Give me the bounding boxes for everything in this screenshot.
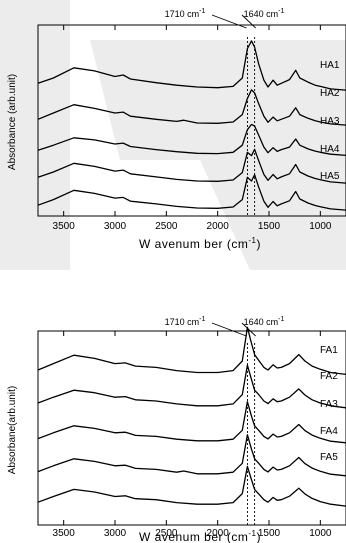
x-axis-unit: (cm bbox=[227, 530, 249, 543]
series-label-fa3: FA3 bbox=[320, 399, 338, 410]
series-label-fa2: FA2 bbox=[320, 371, 338, 382]
annotation-arrow bbox=[211, 14, 247, 29]
x-tick-label: 2000 bbox=[207, 221, 230, 232]
series-line-fa1 bbox=[37, 326, 346, 376]
series-line-ha1 bbox=[37, 40, 346, 91]
series-line-fa2 bbox=[37, 364, 346, 409]
x-tick-label: 2500 bbox=[155, 221, 178, 232]
series-label-fa5: FA5 bbox=[320, 452, 338, 463]
x-axis-title-text: W avenum ber bbox=[139, 530, 227, 543]
annotation-1640: 1640 cm-1 bbox=[244, 316, 285, 327]
annotation-superscript: -1 bbox=[278, 8, 284, 15]
annotation-arrow bbox=[241, 322, 256, 337]
x-axis-unit-sup: -1 bbox=[248, 236, 256, 245]
annotation-superscript: -1 bbox=[278, 316, 284, 323]
plot-frame bbox=[37, 330, 346, 526]
series-label-ha2: HA2 bbox=[320, 88, 340, 99]
annotation-1640: 1640 cm-1 bbox=[244, 8, 285, 19]
series-line-fa4 bbox=[37, 434, 346, 477]
x-tick-label: 3500 bbox=[53, 528, 76, 539]
annotation-superscript: -1 bbox=[199, 316, 205, 323]
series-line-ha2 bbox=[37, 89, 346, 126]
series-label-fa4: FA4 bbox=[320, 426, 338, 437]
background-watermark bbox=[0, 0, 346, 270]
annotation-1710: 1710 cm-1 bbox=[165, 316, 206, 327]
y-axis-title: Absorbance (arb.unit) bbox=[7, 74, 18, 170]
annotation-superscript: -1 bbox=[199, 8, 205, 15]
x-axis-unit: (cm bbox=[227, 237, 249, 251]
x-tick-label: 1000 bbox=[309, 221, 332, 232]
series-label-ha4: HA4 bbox=[320, 144, 340, 155]
x-axis-unit-sup: -1 bbox=[248, 529, 256, 538]
x-tick-label: 2000 bbox=[207, 528, 230, 539]
series-label-fa1: FA1 bbox=[320, 345, 338, 356]
x-axis-title: W avenum ber (cm-1) bbox=[139, 529, 261, 543]
series-label-ha1: HA1 bbox=[320, 60, 340, 71]
annotation-text: 1710 cm bbox=[165, 9, 200, 19]
x-axis-unit-close: ) bbox=[257, 237, 262, 251]
series-line-ha5 bbox=[37, 174, 346, 211]
series-line-ha3 bbox=[37, 123, 346, 157]
annotation-text: 1640 cm bbox=[244, 9, 279, 19]
plot-frame bbox=[37, 24, 346, 217]
x-axis-title: W avenum ber (cm-1) bbox=[139, 236, 261, 251]
x-tick-label: 3000 bbox=[104, 221, 127, 232]
x-axis-title-text: W avenum ber bbox=[139, 237, 227, 251]
x-tick-label: 1500 bbox=[258, 221, 281, 232]
x-tick-label: 2500 bbox=[155, 528, 178, 539]
annotation-text: 1640 cm bbox=[244, 317, 279, 327]
y-axis-title: Absorbane(arb.unit) bbox=[7, 386, 18, 474]
series-line-ha4 bbox=[37, 148, 346, 184]
series-line-fa5 bbox=[37, 465, 346, 507]
x-tick-label: 3000 bbox=[104, 528, 127, 539]
x-axis-unit-close: ) bbox=[257, 530, 262, 543]
x-tick-label: 1000 bbox=[309, 528, 332, 539]
series-label-ha3: HA3 bbox=[320, 116, 340, 127]
series-line-fa3 bbox=[37, 401, 346, 444]
annotation-text: 1710 cm bbox=[165, 317, 200, 327]
x-tick-label: 1500 bbox=[258, 528, 281, 539]
annotation-arrow bbox=[211, 322, 247, 337]
annotation-arrow bbox=[241, 14, 256, 29]
series-label-ha5: HA5 bbox=[320, 171, 340, 182]
x-tick-label: 3500 bbox=[53, 221, 76, 232]
annotation-1710: 1710 cm-1 bbox=[165, 8, 206, 19]
